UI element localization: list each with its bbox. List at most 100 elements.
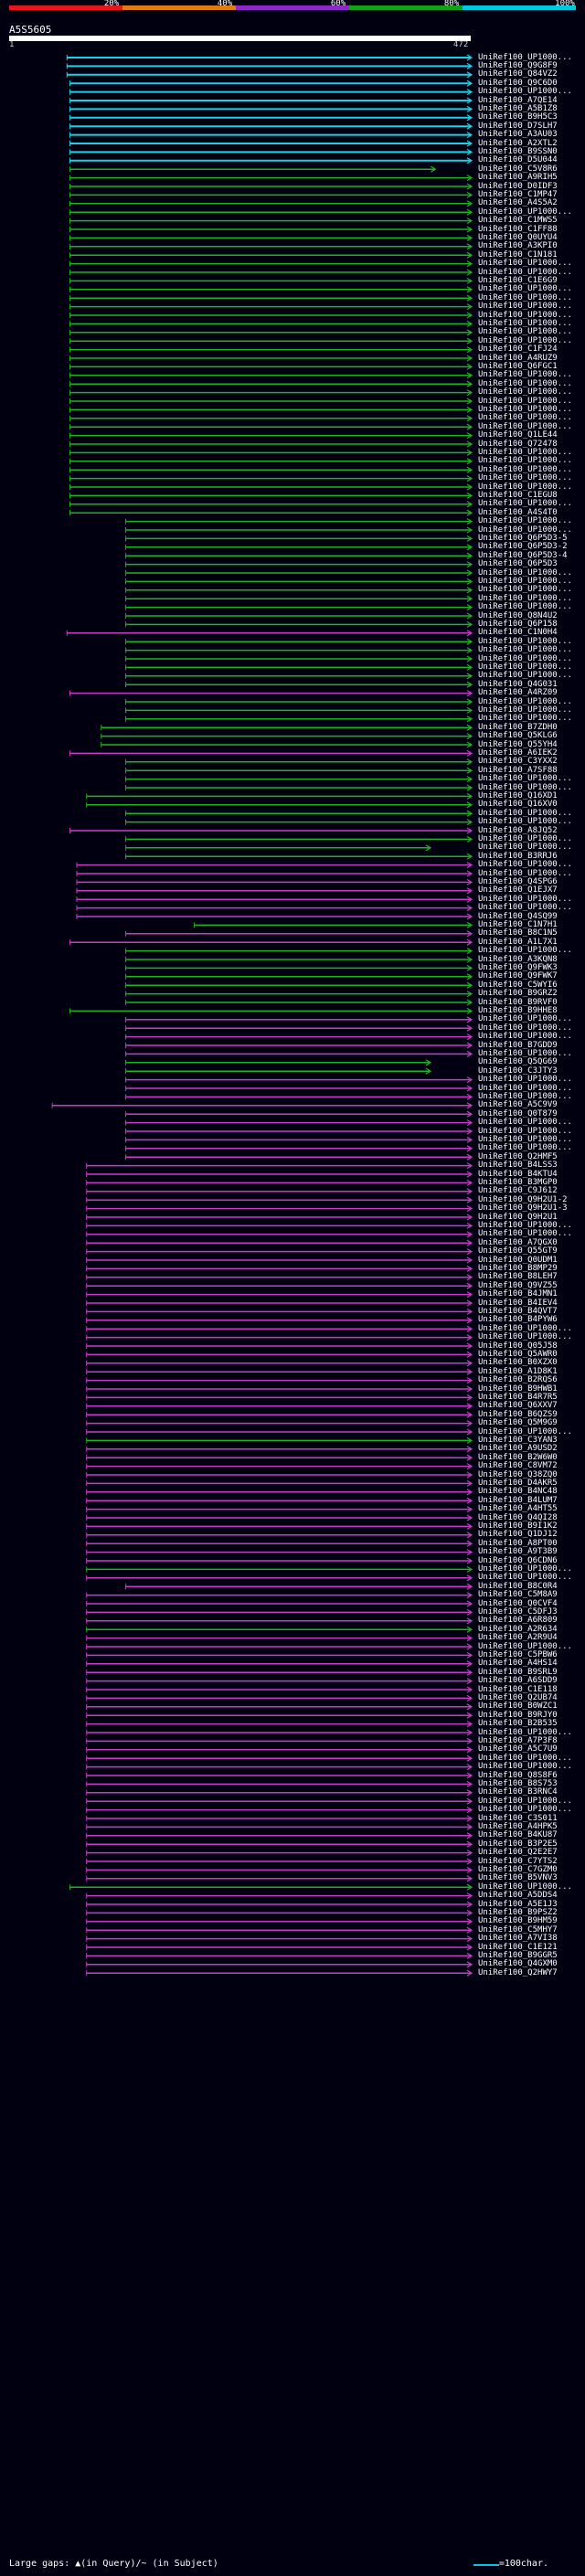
alignment-hit[interactable] <box>86 1815 473 1822</box>
hit-label[interactable]: UniRef100_B9SSN0 <box>478 146 558 156</box>
alignment-hit[interactable] <box>101 724 473 731</box>
alignment-hit[interactable] <box>66 62 473 69</box>
alignment-hit[interactable] <box>86 1721 473 1728</box>
hit-label[interactable]: UniRef100_B9RJY0 <box>478 1710 558 1720</box>
hit-label[interactable]: UniRef100_UP1000... <box>478 87 572 97</box>
hit-label[interactable]: UniRef100_Q6P5D3 <box>478 559 558 569</box>
alignment-hit[interactable] <box>125 853 473 860</box>
alignment-hit[interactable] <box>125 612 473 620</box>
alignment-hit[interactable] <box>125 552 473 559</box>
alignment-hit[interactable] <box>86 1454 473 1461</box>
alignment-hit[interactable] <box>76 905 473 912</box>
hit-label[interactable]: UniRef100_UP1000... <box>478 1564 572 1574</box>
hit-label[interactable]: UniRef100_UP1000... <box>478 464 572 474</box>
alignment-hit[interactable] <box>86 1858 473 1865</box>
alignment-hit[interactable] <box>86 1600 473 1607</box>
alignment-hit[interactable] <box>69 148 473 155</box>
hit-label[interactable]: UniRef100_A6R809 <box>478 1616 558 1626</box>
hit-label[interactable]: UniRef100_C9J612 <box>478 1186 558 1196</box>
alignment-hit[interactable] <box>86 1540 473 1547</box>
hit-label[interactable]: UniRef100_UP1000... <box>478 585 572 595</box>
hit-label[interactable]: UniRef100_C1FJ24 <box>478 345 558 355</box>
hit-label[interactable]: UniRef100_C5DFJ3 <box>478 1606 558 1617</box>
hit-label[interactable]: UniRef100_B8S753 <box>478 1778 558 1788</box>
hit-label[interactable]: UniRef100_A3AU03 <box>478 130 558 140</box>
alignment-hit[interactable] <box>86 1403 473 1410</box>
hit-label[interactable]: UniRef100_UP1000... <box>478 370 572 380</box>
alignment-hit[interactable] <box>86 1969 473 1977</box>
hit-label[interactable]: UniRef100_UP1000... <box>478 833 572 843</box>
alignment-hit[interactable] <box>69 243 473 250</box>
alignment-hit[interactable] <box>86 1686 473 1693</box>
alignment-hit[interactable] <box>125 544 473 551</box>
alignment-hit[interactable] <box>125 620 473 628</box>
hit-label[interactable]: UniRef100_Q2HMF5 <box>478 1151 558 1161</box>
alignment-hit[interactable] <box>69 132 473 139</box>
alignment-hit[interactable] <box>125 948 473 955</box>
alignment-hit[interactable] <box>86 1248 473 1256</box>
alignment-hit[interactable] <box>86 1256 473 1264</box>
alignment-hit[interactable] <box>125 1128 473 1135</box>
hit-label[interactable]: UniRef100_UP1000... <box>478 473 572 483</box>
hit-label[interactable]: UniRef100_UP1000... <box>478 396 572 406</box>
hit-label[interactable]: UniRef100_C7YTS2 <box>478 1856 558 1866</box>
hit-label[interactable]: UniRef100_UP1000... <box>478 1426 572 1436</box>
hit-label[interactable]: UniRef100_UP1000... <box>478 1762 572 1772</box>
hit-label[interactable]: UniRef100_A3KQN8 <box>478 954 558 964</box>
hit-label[interactable]: UniRef100_B7GDD9 <box>478 1040 558 1050</box>
alignment-hit[interactable] <box>69 423 473 430</box>
alignment-hit[interactable] <box>86 1532 473 1539</box>
hit-label[interactable]: UniRef100_Q6P158 <box>478 619 558 629</box>
alignment-hit[interactable] <box>125 1050 473 1057</box>
hit-label[interactable]: UniRef100_UP1000... <box>478 671 572 681</box>
alignment-hit[interactable] <box>86 1944 473 1951</box>
alignment-hit[interactable] <box>125 587 473 594</box>
alignment-hit[interactable] <box>69 501 473 508</box>
alignment-hit[interactable] <box>69 483 473 491</box>
alignment-hit[interactable] <box>86 1308 473 1315</box>
alignment-hit[interactable] <box>69 175 473 182</box>
hit-label[interactable]: UniRef100_UP1000... <box>478 645 572 655</box>
alignment-hit[interactable] <box>125 578 473 585</box>
alignment-hit[interactable] <box>86 1832 473 1839</box>
hit-label[interactable]: UniRef100_Q38ZQ0 <box>478 1469 558 1479</box>
alignment-hit[interactable] <box>69 260 473 268</box>
hit-label[interactable]: UniRef100_Q72478 <box>478 439 558 449</box>
alignment-hit[interactable] <box>86 1592 473 1599</box>
hit-label[interactable]: UniRef100_Q5AWR0 <box>478 1349 558 1359</box>
hit-label[interactable]: UniRef100_Q2HWY7 <box>478 1967 558 1977</box>
hit-label[interactable]: UniRef100_A4S5A2 <box>478 198 558 208</box>
hit-label[interactable]: UniRef100_C1EGU8 <box>478 490 558 500</box>
hit-label[interactable]: UniRef100_C5PBW6 <box>478 1649 558 1659</box>
alignment-hit[interactable] <box>69 165 437 173</box>
alignment-hit[interactable] <box>125 1059 432 1066</box>
alignment-hit[interactable] <box>69 303 473 311</box>
hit-label[interactable]: UniRef100_UP1000... <box>478 1014 572 1024</box>
hit-label[interactable]: UniRef100_UP1000... <box>478 817 572 827</box>
alignment-hit[interactable] <box>86 1514 473 1521</box>
alignment-hit[interactable] <box>86 1428 473 1436</box>
alignment-hit[interactable] <box>86 1694 473 1701</box>
hit-label[interactable]: UniRef100_Q84VZ2 <box>478 69 558 80</box>
alignment-hit[interactable] <box>69 827 473 834</box>
hit-label[interactable]: UniRef100_C5V8R6 <box>478 164 558 174</box>
alignment-hit[interactable] <box>86 1935 473 1943</box>
hit-label[interactable]: UniRef100_B9HWB1 <box>478 1383 558 1394</box>
alignment-hit[interactable] <box>86 1436 473 1444</box>
alignment-hit[interactable] <box>101 741 473 748</box>
hit-label[interactable]: UniRef100_B4LUM7 <box>478 1495 558 1505</box>
hit-label[interactable]: UniRef100_Q6P5D3-2 <box>478 542 568 552</box>
hit-label[interactable]: UniRef100_UP1000... <box>478 1641 572 1651</box>
hit-label[interactable]: UniRef100_UP1000... <box>478 1118 572 1128</box>
alignment-hit[interactable] <box>69 217 473 225</box>
alignment-hit[interactable] <box>86 1901 473 1908</box>
hit-label[interactable]: UniRef100_UP1000... <box>478 456 572 466</box>
hit-label[interactable]: UniRef100_A8PT00 <box>478 1538 558 1548</box>
alignment-hit[interactable] <box>86 1712 473 1719</box>
hit-label[interactable]: UniRef100_C5M8A9 <box>478 1590 558 1600</box>
hit-label[interactable]: UniRef100_C3S011 <box>478 1813 558 1823</box>
hit-label[interactable]: UniRef100_UP1000... <box>478 310 572 320</box>
hit-label[interactable]: UniRef100_B9PSZ2 <box>478 1907 558 1917</box>
alignment-hit[interactable] <box>76 878 473 885</box>
alignment-hit[interactable] <box>69 294 473 302</box>
